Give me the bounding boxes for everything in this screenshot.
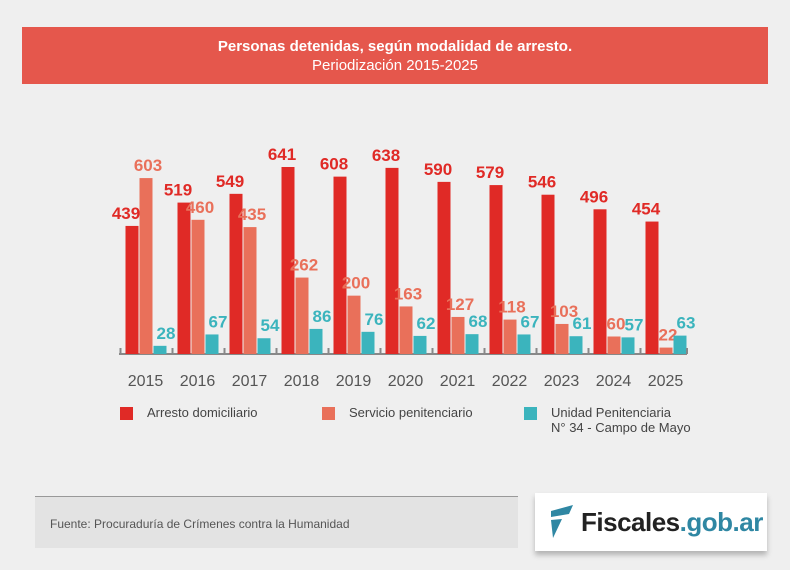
x-tick-label: 2024 (596, 373, 632, 390)
data-label: 127 (446, 295, 474, 314)
bar (517, 334, 531, 354)
data-label: 549 (216, 172, 244, 191)
data-label: 86 (313, 307, 332, 326)
x-tick-label: 2016 (180, 373, 216, 390)
data-label: 163 (394, 284, 422, 303)
data-label: 519 (164, 181, 192, 200)
bar (659, 347, 673, 354)
bar (257, 338, 271, 354)
data-label: 638 (372, 146, 400, 165)
x-tick-label: 2020 (388, 373, 424, 390)
data-label: 496 (580, 187, 608, 206)
x-tick-label: 2019 (336, 373, 372, 390)
bar (489, 185, 503, 354)
legend-item-arresto: Arresto domiciliario (120, 405, 258, 420)
data-label: 200 (342, 274, 370, 293)
bar (593, 209, 607, 354)
data-label: 63 (677, 314, 696, 333)
legend-label: Unidad Penitenciaria (551, 405, 671, 420)
data-label: 579 (476, 163, 504, 182)
data-label: 435 (238, 205, 266, 224)
bar (451, 316, 465, 354)
data-label: 22 (659, 326, 678, 345)
bar (177, 202, 191, 354)
bar (229, 193, 243, 354)
fiscales-logo-icon (551, 505, 573, 538)
data-label: 76 (365, 310, 384, 329)
data-label: 103 (550, 302, 578, 321)
bar (347, 295, 361, 354)
data-label: 603 (134, 156, 162, 175)
data-label: 454 (632, 200, 661, 219)
legend-label: Arresto domiciliario (147, 405, 258, 420)
bar (385, 167, 399, 354)
bar (413, 335, 427, 354)
bar (569, 336, 583, 354)
data-label: 262 (290, 256, 318, 275)
data-label: 590 (424, 160, 452, 179)
bar (621, 337, 635, 354)
bar (673, 335, 687, 354)
data-label: 54 (261, 316, 280, 335)
source-note: Fuente: Procuraduría de Crímenes contra … (35, 496, 518, 548)
data-label: 67 (521, 312, 540, 331)
legend-swatch (120, 407, 133, 420)
bar (361, 331, 375, 354)
bar (139, 178, 153, 354)
data-label: 460 (186, 198, 214, 217)
bar (437, 181, 451, 354)
data-label: 439 (112, 204, 140, 223)
chart-title-banner: Personas detenidas, según modalidad de a… (22, 27, 768, 84)
bar (205, 334, 219, 354)
chart-subtitle: Periodización 2015-2025 (312, 57, 478, 74)
x-tick-label: 2022 (492, 373, 528, 390)
data-label: 608 (320, 155, 348, 174)
bar (153, 345, 167, 354)
data-label: 57 (625, 315, 644, 334)
bar (541, 194, 555, 354)
bar (309, 328, 323, 354)
legend-item-servicio: Servicio penitenciario (322, 405, 473, 420)
bar (281, 167, 295, 354)
bar (125, 225, 139, 354)
legend-swatch (322, 407, 335, 420)
bar (333, 176, 347, 354)
bar (555, 323, 569, 354)
logo-text: Fiscales.gob.ar (581, 506, 763, 537)
data-label: 641 (268, 145, 296, 164)
legend-label: Servicio penitenciario (349, 405, 473, 420)
data-label: 61 (573, 314, 592, 333)
legend-item-unidad: Unidad Penitenciaria N° 34 - Campo de May… (524, 405, 691, 435)
x-tick-label: 2025 (648, 373, 684, 390)
x-tick-label: 2015 (128, 373, 164, 390)
bar (645, 221, 659, 354)
legend-swatch (524, 407, 537, 420)
fiscales-logo[interactable]: Fiscales.gob.ar (535, 493, 767, 551)
data-label: 118 (498, 298, 525, 317)
legend-label-2: N° 34 - Campo de Mayo (551, 420, 691, 435)
x-tick-label: 2023 (544, 373, 580, 390)
bar (607, 336, 621, 354)
bar (399, 306, 413, 354)
data-label: 546 (528, 173, 556, 192)
x-tick-label: 2017 (232, 373, 268, 390)
data-label: 62 (417, 314, 436, 333)
bar (243, 227, 257, 354)
chart-title: Personas detenidas, según modalidad de a… (217, 38, 573, 55)
bar (465, 334, 479, 354)
x-tick-label: 2021 (440, 373, 476, 390)
data-label: 67 (209, 312, 228, 331)
bar (295, 277, 309, 354)
bar (503, 319, 517, 354)
x-tick-label: 2018 (284, 373, 320, 390)
bar (191, 219, 205, 354)
data-label: 68 (469, 312, 488, 331)
data-label: 60 (607, 314, 626, 333)
data-label: 28 (157, 324, 176, 343)
